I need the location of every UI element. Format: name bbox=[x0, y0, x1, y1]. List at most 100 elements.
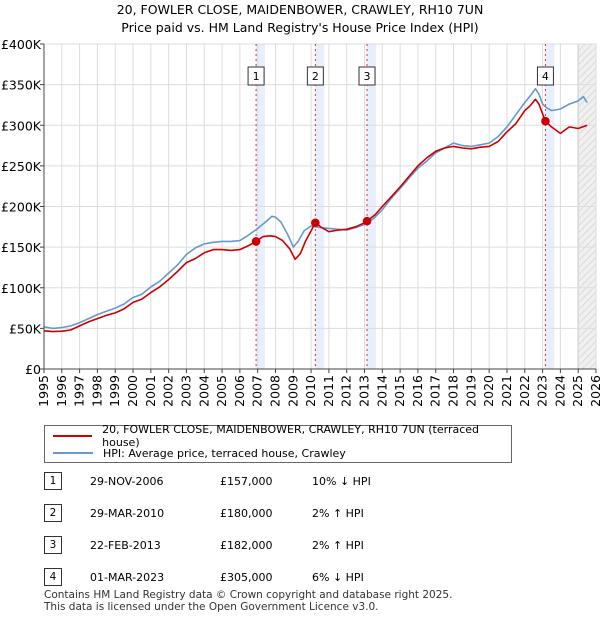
legend-item-hpi: HPI: Average price, terraced house, Craw… bbox=[53, 445, 346, 461]
x-tick-label: 2003 bbox=[178, 375, 193, 407]
forecast-hatch bbox=[577, 256, 597, 276]
forecast-hatch bbox=[577, 214, 597, 234]
forecast-hatch bbox=[577, 340, 597, 360]
forecast-hatch bbox=[577, 298, 597, 318]
forecast-hatch bbox=[577, 207, 597, 227]
x-tick-label: 1995 bbox=[36, 375, 51, 407]
forecast-hatch bbox=[577, 291, 597, 311]
forecast-hatch bbox=[577, 165, 597, 185]
sale-hpi-diff: 2% ↑ HPI bbox=[312, 507, 364, 520]
sale-hpi-diff: 2% ↑ HPI bbox=[312, 539, 364, 552]
x-tick-label: 2008 bbox=[267, 375, 282, 407]
x-tick-label: 2013 bbox=[357, 375, 372, 407]
y-tick-label: £150K bbox=[1, 240, 42, 255]
forecast-hatch bbox=[577, 53, 597, 73]
x-tick-label: 2026 bbox=[588, 375, 600, 407]
x-tick-label: 2016 bbox=[410, 375, 425, 407]
sale-hpi-diff: 10% ↓ HPI bbox=[312, 475, 371, 488]
forecast-hatch bbox=[577, 130, 597, 150]
sale-point bbox=[362, 216, 372, 226]
sale-label: 4 bbox=[542, 70, 549, 83]
sale-label-box bbox=[247, 66, 265, 86]
x-tick-label: 2001 bbox=[143, 375, 158, 407]
sale-price: £305,000 bbox=[220, 571, 273, 584]
chart-title: 20, FOWLER CLOSE, MAIDENBOWER, CRAWLEY, … bbox=[116, 2, 484, 17]
forecast-hatch bbox=[577, 263, 597, 283]
forecast-hatch bbox=[577, 228, 597, 248]
forecast-hatch bbox=[577, 333, 597, 353]
y-tick-label: £300K bbox=[1, 118, 42, 133]
sale-point bbox=[311, 218, 320, 228]
sale-point bbox=[251, 237, 261, 246]
sale-date: 29-NOV-2006 bbox=[90, 475, 164, 488]
forecast-hatch bbox=[577, 102, 597, 122]
sale-point bbox=[541, 116, 550, 126]
forecast-hatch bbox=[577, 305, 597, 325]
sale-label-box bbox=[306, 66, 324, 86]
sale-badge: 4 bbox=[44, 568, 62, 586]
sale-badge: 1 bbox=[44, 472, 62, 490]
x-tick-label: 2021 bbox=[499, 375, 514, 407]
forecast-hatch bbox=[577, 46, 597, 66]
footer-copyright: Contains HM Land Registry data © Crown c… bbox=[44, 589, 453, 601]
sale-row: 2 29-MAR-2010 £180,000 2% ↑ HPI bbox=[44, 504, 444, 524]
x-tick-label: 1997 bbox=[72, 375, 87, 407]
footer: Contains HM Land Registry data © Crown c… bbox=[44, 589, 452, 613]
y-tick-label: £50K bbox=[9, 321, 42, 336]
x-tick-label: 2024 bbox=[552, 375, 567, 407]
sale-hpi-diff: 6% ↓ HPI bbox=[312, 571, 364, 584]
x-tick-label: 2006 bbox=[232, 375, 247, 407]
forecast-hatch bbox=[577, 158, 597, 178]
legend-swatch-price bbox=[53, 435, 93, 437]
forecast-hatch bbox=[577, 270, 597, 290]
forecast-hatch bbox=[577, 186, 597, 206]
forecast-hatch bbox=[577, 179, 597, 199]
x-tick-label: 2014 bbox=[374, 375, 389, 407]
x-tick-label: 2002 bbox=[161, 375, 176, 407]
x-tick-label: 2020 bbox=[481, 375, 496, 407]
x-tick-label: 2015 bbox=[392, 375, 407, 407]
forecast-hatch bbox=[577, 81, 597, 101]
legend-swatch-hpi bbox=[53, 452, 93, 454]
forecast-hatch bbox=[577, 144, 597, 164]
y-tick-label: £350K bbox=[1, 78, 42, 93]
sale-date: 29-MAR-2010 bbox=[90, 507, 165, 520]
sale-badge: 3 bbox=[44, 536, 62, 554]
x-tick-label: 2010 bbox=[303, 375, 318, 407]
x-tick-label: 2009 bbox=[285, 375, 300, 407]
forecast-hatch bbox=[577, 95, 597, 115]
forecast-hatch bbox=[577, 221, 597, 241]
x-tick-label: 2004 bbox=[196, 375, 211, 407]
forecast-hatch bbox=[577, 88, 597, 108]
sale-label: 1 bbox=[253, 70, 260, 83]
forecast-hatch bbox=[577, 319, 597, 339]
price-chart: 1 2 3 4 £0 £50K £100K £150K £200K £250K £300K £350K… bbox=[1, 37, 600, 407]
sale-date: 22-FEB-2013 bbox=[90, 539, 161, 552]
y-tick-label: £100K bbox=[1, 281, 42, 296]
forecast-hatch bbox=[577, 74, 597, 94]
x-tick-label: 2018 bbox=[446, 375, 461, 407]
y-tick-label: £250K bbox=[1, 159, 42, 174]
x-tick-label: 2017 bbox=[428, 375, 443, 407]
forecast-hatch bbox=[577, 151, 597, 171]
forecast-hatch bbox=[577, 43, 593, 59]
sale-row: 4 01-MAR-2023 £305,000 6% ↓ HPI bbox=[44, 568, 444, 588]
forecast-hatch bbox=[577, 235, 597, 255]
sale-row: 1 29-NOV-2006 £157,000 10% ↓ HPI bbox=[44, 472, 444, 492]
legend-label-price: 20, FOWLER CLOSE, MAIDENBOWER, CRAWLEY, … bbox=[102, 423, 480, 449]
x-tick-label: 1999 bbox=[107, 375, 122, 407]
sale-label-box bbox=[536, 66, 554, 86]
x-tick-label: 2011 bbox=[321, 375, 336, 407]
forecast-hatch bbox=[577, 172, 597, 192]
forecast-hatch bbox=[577, 67, 597, 87]
forecast-hatch bbox=[577, 249, 597, 269]
x-tick-label: 2019 bbox=[463, 375, 478, 407]
sale-row: 3 22-FEB-2013 £182,000 2% ↑ HPI bbox=[44, 536, 444, 556]
forecast-hatch bbox=[577, 193, 597, 213]
forecast-hatch bbox=[577, 200, 597, 220]
x-tick-label: 2025 bbox=[570, 375, 585, 407]
sale-label-box bbox=[358, 66, 376, 86]
chart-subtitle: Price paid vs. HM Land Registry's House … bbox=[121, 20, 479, 35]
forecast-hatch bbox=[581, 354, 597, 370]
x-tick-label: 2023 bbox=[535, 375, 550, 407]
